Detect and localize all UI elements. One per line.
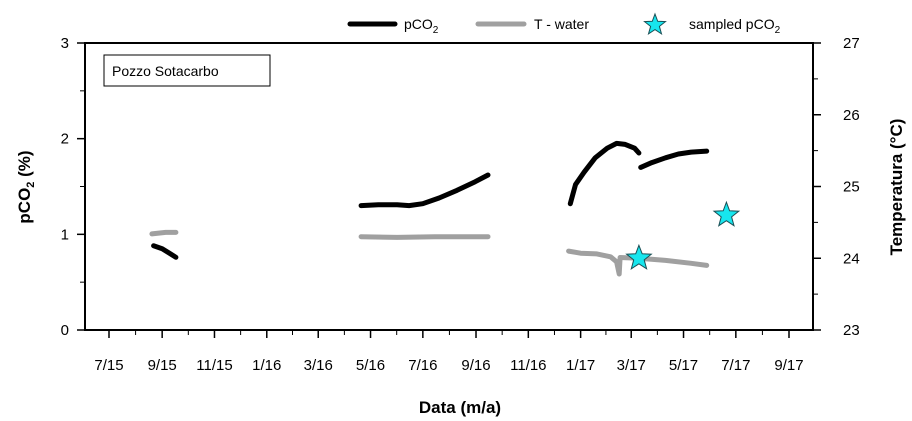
y-right-tick-label: 24 [843, 250, 860, 267]
x-tick-label: 9/16 [461, 357, 490, 374]
legend-star-icon [643, 12, 667, 36]
series-t-water-line [566, 248, 710, 277]
x-tick-label: 3/16 [304, 357, 333, 374]
x-tick-label: 5/17 [669, 357, 698, 374]
axes: 7/15 9/15 11/15 1/16 3/16 5/16 7/16 9/16 11/16 1/… [61, 35, 860, 374]
series-t-water-line [149, 229, 179, 237]
legend-label-t-water: T - water [534, 16, 589, 32]
y-right-tick-label: 27 [843, 35, 860, 52]
series-sampled-pco2-star-point [712, 200, 741, 227]
x-tick-label: 1/16 [252, 357, 281, 374]
series-pco2-line [638, 148, 710, 170]
legend-label-pco2: pCO2 [404, 16, 439, 36]
y-axis-right-title: Temperatura (°C) [887, 119, 906, 256]
x-tick-label: 7/16 [408, 357, 437, 374]
series-pco2-line [358, 172, 491, 209]
series-t-water-line [358, 234, 491, 240]
series-sampled-pco2-star-point [625, 243, 653, 270]
legend-label-sampled-pco2: sampled pCO2 [689, 16, 781, 36]
x-tick-label: 11/15 [196, 357, 232, 374]
x-tick-label: 5/16 [356, 357, 385, 374]
x-tick-label: 3/17 [617, 357, 646, 374]
series-pco2-line [567, 140, 642, 207]
y-axis-left-title: pCO2 (%) [15, 150, 37, 223]
y-right-tick-label: 26 [843, 107, 860, 124]
y-left-tick-label: 1 [61, 226, 69, 243]
legend: pCO2 T - water sampled pCO2 [347, 12, 781, 36]
x-tick-label: 7/15 [94, 357, 123, 374]
y-left-tick-label: 0 [61, 322, 69, 339]
x-axis-title: Data (m/a) [419, 398, 501, 417]
legend-star-shape [643, 12, 667, 36]
series-pco2-line [151, 243, 179, 260]
annotation-text: Pozzo Sotacarbo [112, 63, 219, 79]
y-right-tick-label: 25 [843, 179, 860, 196]
y-left-tick-label: 3 [61, 35, 69, 52]
x-tick-label: 9/15 [148, 357, 177, 374]
x-tick-label: 1/17 [566, 357, 595, 374]
series-layer [149, 140, 741, 277]
x-tick-label: 7/17 [721, 357, 750, 374]
annotation-box [103, 54, 271, 87]
x-tick-label: 11/16 [510, 357, 546, 374]
y-right-tick-label: 23 [843, 322, 860, 339]
x-tick-label: 9/17 [774, 357, 803, 374]
y-left-tick-label: 2 [61, 131, 69, 148]
